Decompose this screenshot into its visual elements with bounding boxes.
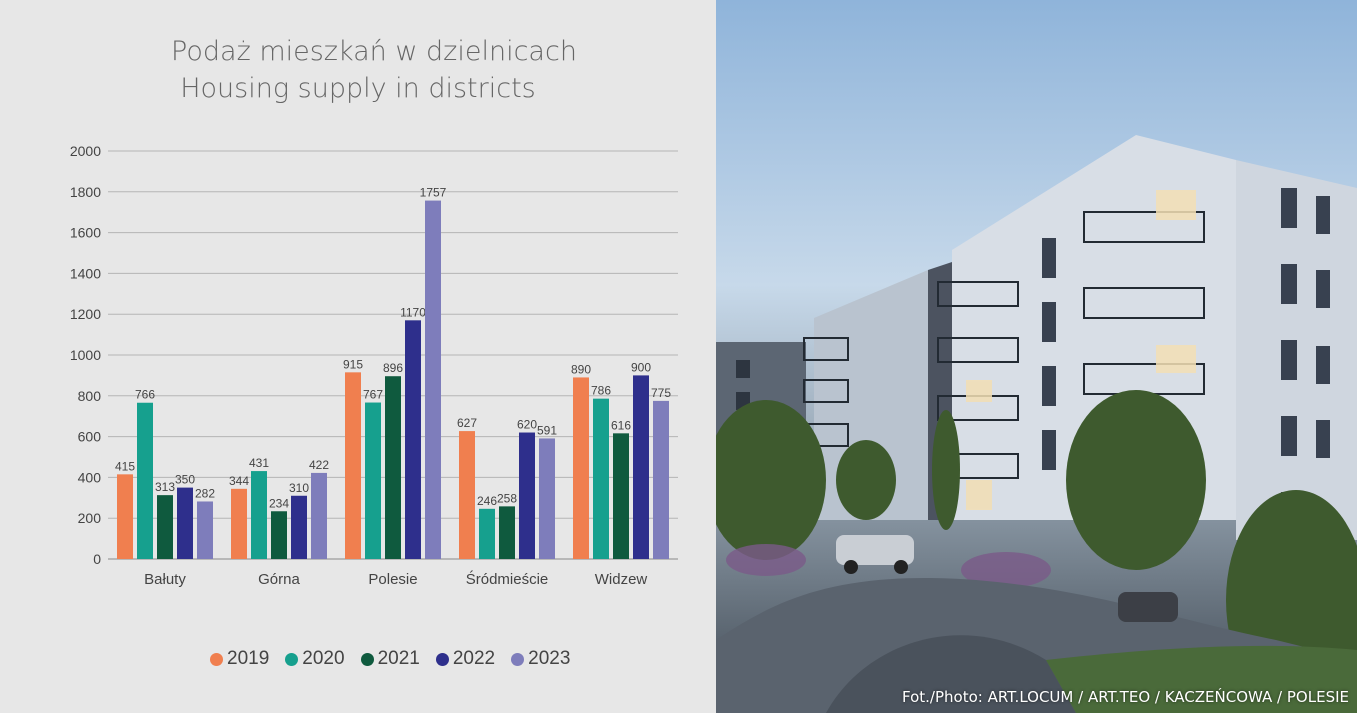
y-tick-label: 400 [78,469,102,485]
data-label: 258 [497,491,517,505]
photo-credit: Fot./Photo: ART.LOCUM / ART.TEO / KACZEŃ… [902,688,1349,706]
data-label: 620 [517,418,537,432]
bar [137,402,153,559]
bar [653,400,669,559]
x-tick-label: Widzew [595,571,648,588]
data-label: 1757 [420,186,447,200]
legend-swatch [360,652,374,666]
y-tick-label: 1600 [70,225,101,241]
x-tick-label: Polesie [368,571,417,588]
bar [117,474,133,559]
data-label: 313 [155,480,175,494]
data-label: 415 [115,459,135,473]
legend-item: 2023 [511,648,570,670]
x-tick-label: Górna [258,571,300,588]
legend-swatch [435,652,449,666]
legend-label: 2022 [452,648,496,669]
bar [425,200,441,559]
data-label: 775 [651,386,671,400]
data-label: 616 [611,418,631,432]
bar [405,320,421,559]
bar [231,488,247,559]
bar [177,487,193,559]
building-photo: Fot./Photo: ART.LOCUM / ART.TEO / KACZEŃ… [716,0,1357,713]
bar [633,375,649,559]
apartment-building-illustration [716,0,1357,713]
chart-subtitle: Housing supply in districts [180,73,536,104]
y-tick-label: 1000 [70,347,101,363]
bar [539,438,555,559]
bar [479,508,495,559]
data-label: 900 [631,360,651,374]
data-label: 344 [229,474,249,488]
legend-label: 2019 [227,648,270,669]
data-label: 896 [383,361,403,375]
bar [573,377,589,559]
x-tick-label: Bałuty [144,571,186,588]
x-tick-label: Śródmieście [466,570,549,588]
chart-legend: 2019 2020 2021 2022 2023 [210,648,570,670]
bar [613,433,629,559]
chart-title: Podaż mieszkań w dzielnicach [171,36,577,67]
data-label: 282 [195,486,215,500]
data-label: 310 [289,481,309,495]
y-tick-label: 1800 [70,184,101,200]
y-tick-label: 200 [78,510,102,526]
data-label: 1170 [400,305,426,319]
bar [519,432,535,559]
legend-swatch [511,652,525,666]
data-label: 422 [309,458,329,472]
bar [271,511,287,559]
legend-item: 2022 [435,648,496,670]
legend-label: 2021 [377,648,420,669]
bar [311,472,327,559]
y-tick-label: 1400 [70,265,101,281]
legend-swatch [285,652,299,666]
legend-item: 2019 [210,648,269,670]
bar [251,471,267,559]
data-label: 766 [135,388,155,402]
bar [385,376,401,559]
legend-item: 2021 [360,648,420,670]
bar-chart: 0 200 400 600 800 1000 1200 1400 1600 1800 2000 415… [70,143,678,588]
bar [459,431,475,559]
bar [157,495,173,559]
chart-panel: Podaż mieszkań w dzielnicach Housing sup… [69,36,678,670]
data-label: 767 [363,388,383,402]
bar [499,506,515,559]
data-label: 786 [591,384,611,398]
data-label: 246 [477,494,497,508]
y-tick-label: 0 [93,551,101,567]
legend-item: 2020 [285,648,345,670]
data-label: 350 [175,473,195,487]
data-label: 431 [249,456,269,470]
legend-label: 2023 [528,648,571,669]
bar [365,402,381,559]
y-tick-label: 800 [78,388,102,404]
data-label: 627 [457,416,477,430]
data-label: 915 [343,357,363,371]
y-tick-label: 1200 [70,306,101,322]
data-label: 591 [537,423,557,437]
data-label: 234 [269,496,289,510]
y-tick-label: 600 [78,429,102,445]
legend-swatch [210,652,223,666]
legend-label: 2020 [302,648,345,669]
bar [291,495,307,559]
data-label: 890 [571,362,591,376]
y-tick-label: 2000 [70,143,101,159]
bar [593,398,609,559]
bar [345,372,361,559]
bar [197,501,213,559]
